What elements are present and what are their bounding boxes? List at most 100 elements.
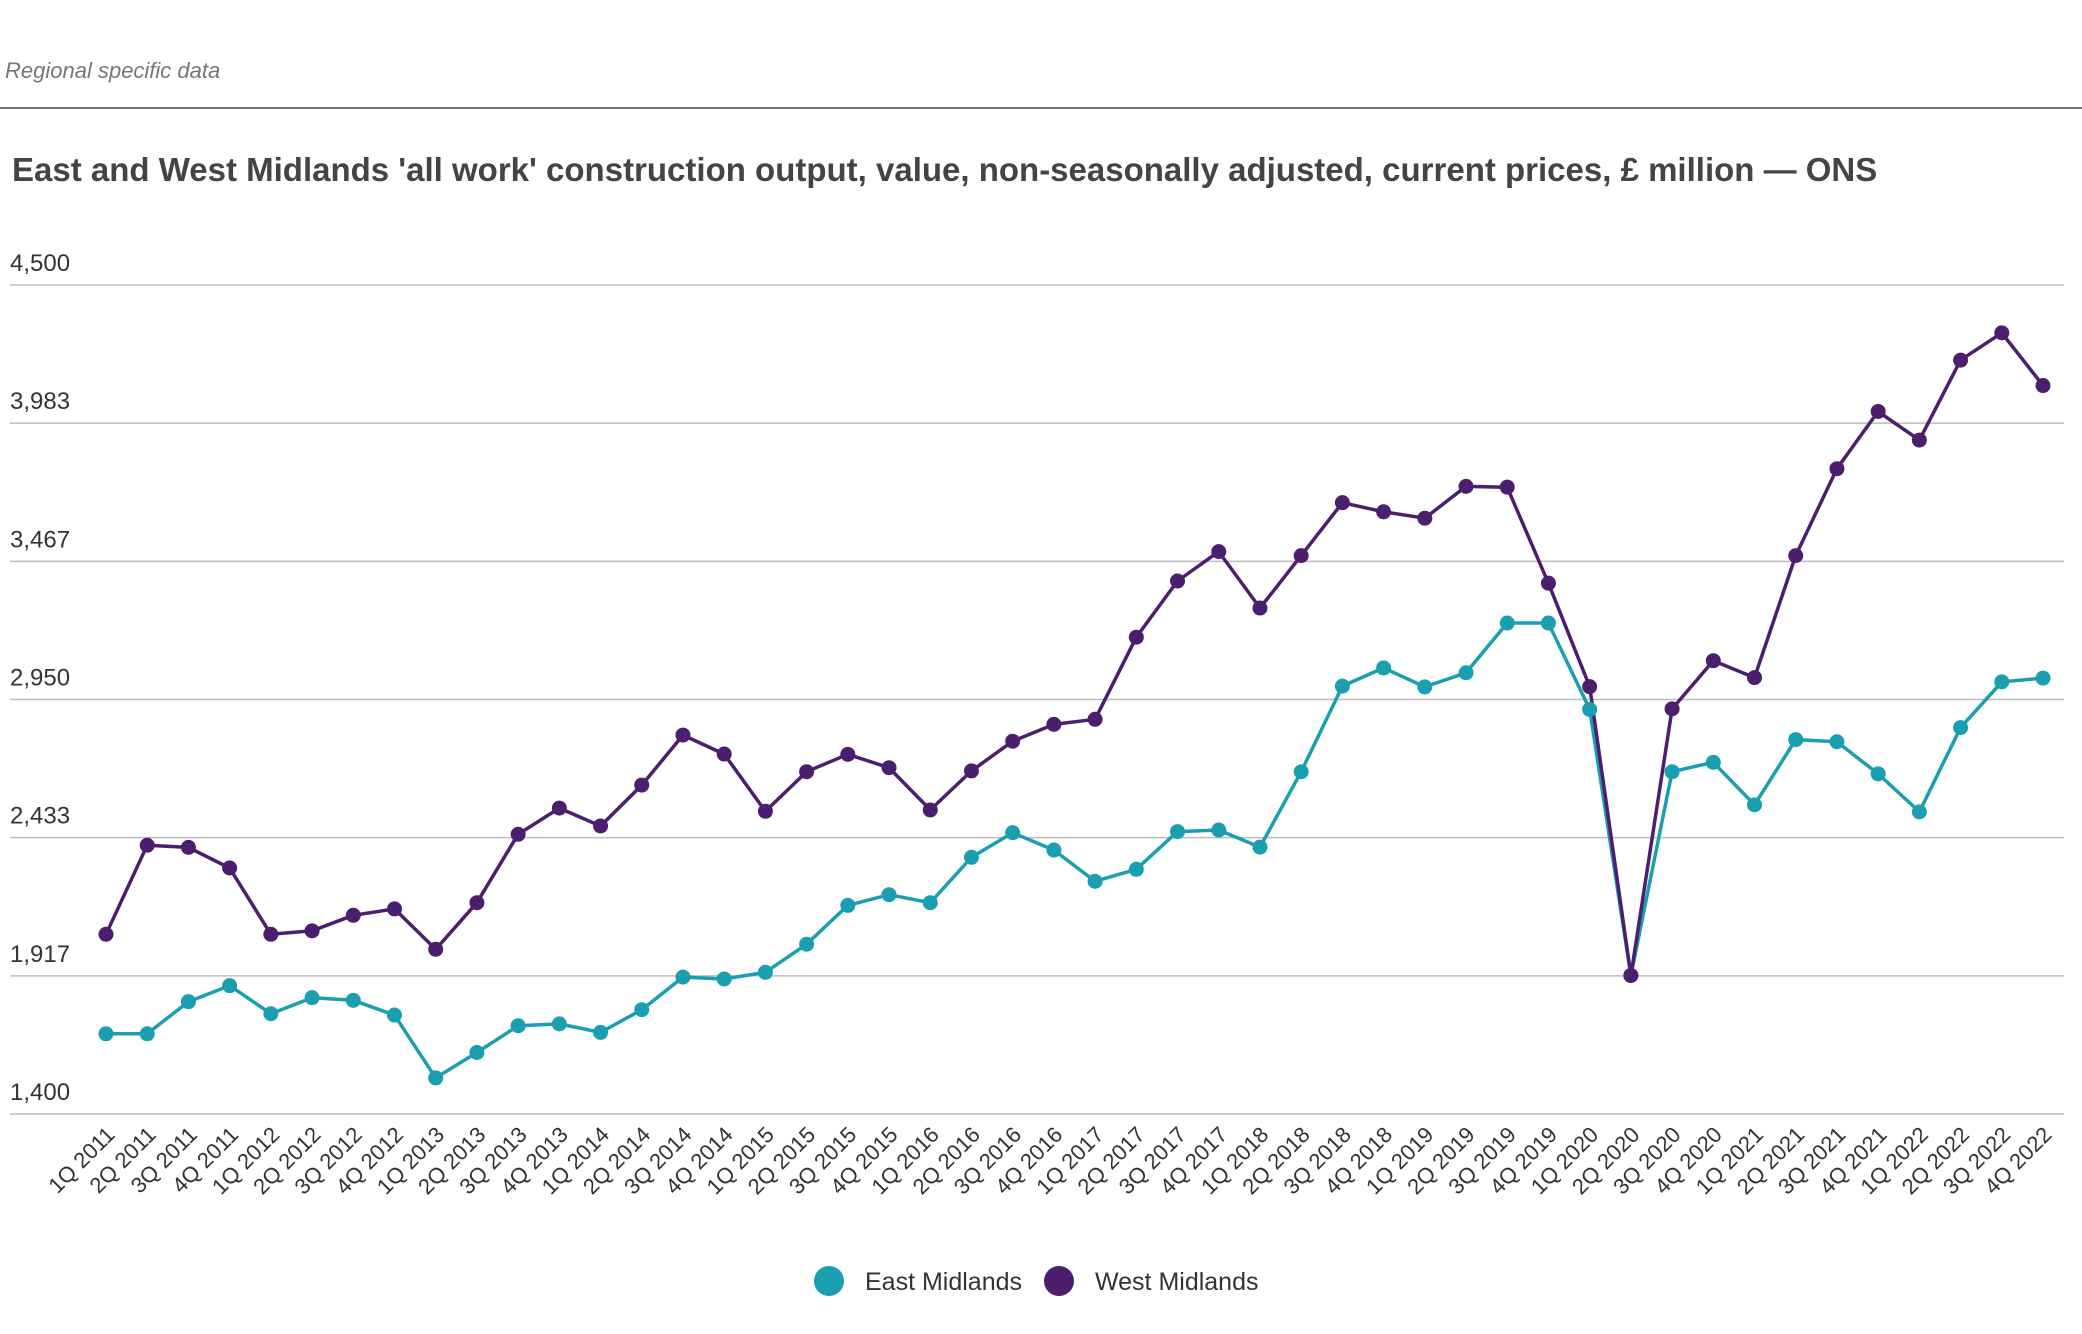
west-midlands-point bbox=[1293, 548, 1309, 564]
east-midlands-point bbox=[1334, 678, 1350, 694]
east-midlands-point bbox=[634, 1002, 650, 1018]
west-midlands-point bbox=[1128, 629, 1144, 645]
west-midlands-point bbox=[634, 777, 650, 793]
west-midlands-point bbox=[1005, 733, 1021, 749]
west-midlands-point bbox=[1747, 670, 1763, 686]
east-midlands-line bbox=[106, 621, 2044, 1080]
header-divider bbox=[0, 107, 2082, 109]
east-midlands-point bbox=[1458, 665, 1474, 681]
east-midlands-point bbox=[510, 1018, 526, 1034]
east-midlands-point bbox=[1417, 679, 1433, 695]
west-midlands-point bbox=[1499, 479, 1515, 495]
east-midlands-point bbox=[222, 978, 238, 994]
west-midlands-point bbox=[304, 923, 320, 939]
east-midlands-point bbox=[139, 1026, 155, 1042]
west-midlands-legend-label: West Midlands bbox=[1095, 1268, 1259, 1296]
west-midlands-point bbox=[1788, 548, 1804, 564]
east-midlands-point bbox=[551, 1016, 567, 1032]
west-midlands-point bbox=[840, 746, 856, 762]
west-midlands-point bbox=[1417, 510, 1433, 526]
east-midlands-point bbox=[1252, 839, 1268, 855]
west-midlands-legend-marker bbox=[1044, 1266, 1074, 1296]
west-midlands-point bbox=[675, 727, 691, 743]
chart-title: East and West Midlands 'all work' constr… bbox=[12, 151, 1878, 188]
y-tick-label: 1,400 bbox=[10, 1079, 70, 1106]
series-points bbox=[98, 325, 2051, 1086]
y-tick-label: 3,983 bbox=[10, 388, 70, 415]
west-midlands-point bbox=[139, 837, 155, 853]
west-midlands-point bbox=[1911, 432, 1927, 448]
east-midlands-point bbox=[1211, 822, 1227, 838]
east-midlands-point bbox=[1499, 615, 1515, 631]
east-midlands-point bbox=[469, 1044, 485, 1060]
series-lines bbox=[104, 331, 2045, 1080]
y-axis-ticks: 1,400 1,917 2,433 2,950 3,467 3,983 4,500 bbox=[10, 250, 70, 1106]
east-midlands-point bbox=[304, 990, 320, 1006]
east-midlands-point bbox=[386, 1007, 402, 1023]
west-midlands-point bbox=[1252, 600, 1268, 616]
east-midlands-point bbox=[1664, 764, 1680, 780]
west-midlands-point bbox=[1458, 478, 1474, 494]
west-midlands-point bbox=[1046, 716, 1062, 732]
east-midlands-point bbox=[1087, 873, 1103, 889]
east-midlands-point bbox=[1788, 732, 1804, 748]
east-midlands-point bbox=[1582, 701, 1598, 717]
west-midlands-point bbox=[1829, 461, 1845, 477]
east-midlands-point bbox=[675, 969, 691, 985]
y-tick-label: 1,917 bbox=[10, 941, 70, 968]
east-midlands-point bbox=[1376, 660, 1392, 676]
east-midlands-point bbox=[1293, 764, 1309, 780]
east-midlands-legend-marker bbox=[814, 1266, 844, 1296]
west-midlands-point bbox=[716, 746, 732, 762]
west-midlands-point bbox=[757, 803, 773, 819]
east-midlands-point bbox=[1128, 861, 1144, 877]
east-midlands-point bbox=[428, 1070, 444, 1086]
west-midlands-point bbox=[1087, 711, 1103, 727]
east-midlands-point bbox=[180, 994, 196, 1010]
west-midlands-point bbox=[222, 860, 238, 876]
west-midlands-point bbox=[799, 764, 815, 780]
y-tick-label: 2,950 bbox=[10, 665, 70, 692]
gridlines bbox=[10, 284, 2064, 1115]
west-midlands-point bbox=[98, 926, 114, 942]
east-midlands-point bbox=[1953, 720, 1969, 736]
west-midlands-point bbox=[1870, 403, 1886, 419]
y-tick-label: 2,433 bbox=[10, 803, 70, 830]
west-midlands-point bbox=[551, 800, 567, 816]
west-midlands-point bbox=[469, 895, 485, 911]
east-midlands-point bbox=[1911, 804, 1927, 820]
east-midlands-point bbox=[757, 964, 773, 980]
east-midlands-legend-label: East Midlands bbox=[865, 1268, 1022, 1296]
east-midlands-point bbox=[263, 1006, 279, 1022]
west-midlands-point bbox=[1334, 495, 1350, 511]
east-midlands-point bbox=[922, 895, 938, 911]
west-midlands-point bbox=[510, 826, 526, 842]
east-midlands-point bbox=[1829, 734, 1845, 750]
west-midlands-point bbox=[593, 818, 609, 834]
east-midlands-point bbox=[1705, 754, 1721, 770]
section-label: Regional specific data bbox=[5, 58, 221, 83]
east-midlands-point bbox=[799, 936, 815, 952]
west-midlands-point bbox=[963, 763, 979, 779]
west-midlands-point bbox=[1170, 573, 1186, 589]
y-tick-label: 4,500 bbox=[10, 250, 70, 277]
west-midlands-point bbox=[1664, 701, 1680, 717]
west-midlands-point bbox=[386, 901, 402, 917]
west-midlands-point bbox=[922, 802, 938, 818]
east-midlands-point bbox=[1870, 766, 1886, 782]
east-midlands-point bbox=[1994, 674, 2010, 690]
east-midlands-point bbox=[345, 992, 361, 1008]
east-midlands-point bbox=[1170, 824, 1186, 840]
y-tick-label: 3,467 bbox=[10, 526, 70, 553]
east-midlands-point bbox=[716, 971, 732, 987]
west-midlands-point bbox=[2035, 378, 2051, 394]
west-midlands-point bbox=[1582, 679, 1598, 695]
west-midlands-point bbox=[1211, 544, 1227, 560]
west-midlands-point bbox=[180, 839, 196, 855]
east-midlands-point bbox=[98, 1026, 114, 1042]
west-midlands-point bbox=[1994, 325, 2010, 341]
west-midlands-point bbox=[1540, 575, 1556, 591]
west-midlands-point bbox=[345, 907, 361, 923]
